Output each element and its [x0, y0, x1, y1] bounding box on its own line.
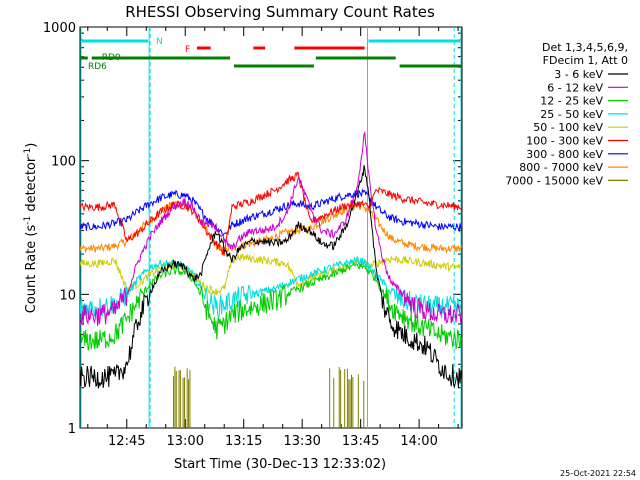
legend-header: Det 1,3,4,5,6,9,	[542, 41, 628, 54]
legend-entry-label: 25 - 50 keV	[540, 108, 603, 121]
y-axis-label-part: -1	[23, 216, 33, 225]
legend-entry-label: 3 - 6 keV	[554, 68, 603, 81]
x-tick-label: 12:45	[108, 434, 145, 449]
legend-entry-label: 7000 - 15000 keV	[505, 174, 603, 187]
y-tick-label: 10	[59, 288, 76, 303]
x-tick-label: 13:30	[283, 434, 320, 449]
y-axis-label: Count Rate (s-1 detector-1)	[23, 143, 39, 314]
series-50-100-kev	[80, 253, 462, 296]
series-line	[80, 253, 462, 296]
series-line	[80, 254, 462, 320]
series-line	[80, 130, 462, 327]
series-line	[80, 165, 462, 389]
series-7000-15000-kev	[173, 366, 365, 428]
series-line	[80, 261, 462, 352]
legend-entry-label: 800 - 7000 keV	[519, 161, 603, 174]
series-25-50-kev	[80, 254, 462, 320]
flare-label: F	[185, 45, 190, 55]
series-line	[80, 171, 462, 256]
legend-entry-label: 6 - 12 keV	[547, 81, 603, 94]
x-tick-label: 13:45	[342, 434, 379, 449]
y-tick-label: 100	[51, 155, 76, 170]
series-300-800-kev	[80, 188, 462, 237]
series-line	[80, 200, 462, 255]
legend-header: FDecim 1, Att 0	[543, 54, 628, 67]
chart-title: RHESSI Observing Summary Count Rates	[125, 3, 435, 21]
y-tick-label: 1000	[43, 21, 76, 36]
y-axis-label-part: Count Rate (s	[24, 225, 39, 314]
series-6-12-kev	[80, 130, 462, 327]
legend-entry-label: 300 - 800 keV	[526, 148, 603, 161]
x-tick-label: 14:00	[400, 434, 437, 449]
legend-entry-label: 100 - 300 keV	[526, 135, 603, 148]
series-800-7000-kev	[80, 200, 462, 255]
x-tick-label: 13:15	[225, 434, 262, 449]
y-axis-label-part: )	[24, 143, 39, 148]
x-tick-label: 13:00	[167, 434, 204, 449]
legend-entry-label: 12 - 25 keV	[540, 95, 603, 108]
night-label: N	[156, 37, 163, 47]
series-12-25-kev	[80, 261, 462, 352]
rd6-label: RD6	[88, 62, 107, 72]
plot-area: 1 10 100 1000 12:45 13:00 13:15 13:30 13:45 14:00…	[43, 21, 463, 449]
legend-entry-label: 50 - 100 keV	[533, 121, 603, 134]
y-tick-label: 1	[68, 422, 76, 437]
series-100-300-kev	[80, 171, 462, 256]
y-axis-label-part: detector	[24, 156, 39, 216]
series-line	[80, 188, 462, 237]
x-axis-label: Start Time (30-Dec-13 12:33:02)	[174, 457, 386, 472]
legend: Det 1,3,4,5,6,9,FDecim 1, Att 03 - 6 keV…	[505, 41, 628, 187]
series-3-6-kev	[80, 165, 462, 389]
y-axis-label-part: -1	[23, 148, 33, 157]
generation-timestamp: 25-Oct-2021 22:54	[560, 469, 636, 478]
